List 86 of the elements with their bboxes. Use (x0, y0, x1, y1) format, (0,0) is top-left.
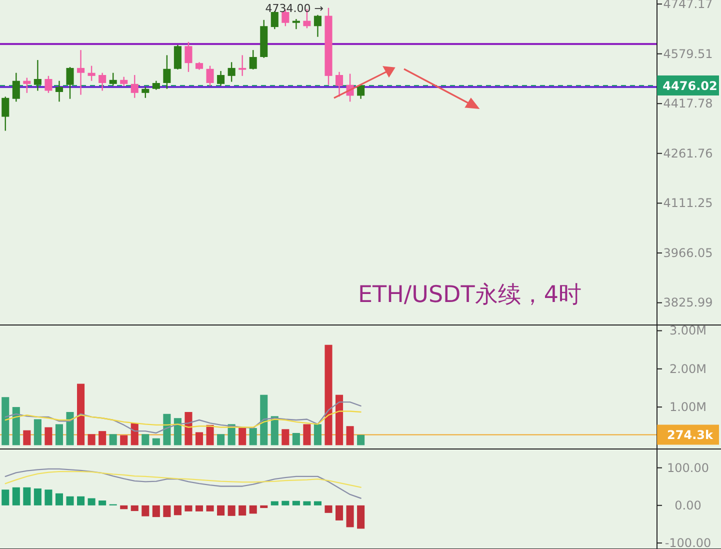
bar (130, 423, 138, 446)
y-tick-label: 4261.76 (663, 146, 713, 160)
y-tick-label: 4579.51 (663, 46, 713, 61)
bar (184, 505, 192, 512)
bar (120, 435, 128, 446)
bar (152, 505, 160, 518)
line-series (4, 401, 362, 434)
bar (195, 432, 204, 446)
bar (2, 490, 10, 506)
bar (12, 487, 20, 506)
bar (314, 501, 322, 506)
bar (270, 416, 278, 446)
bar (249, 505, 257, 514)
bar (292, 500, 300, 506)
bar (346, 505, 354, 528)
bar (109, 434, 117, 446)
bar (228, 505, 236, 516)
bar (184, 412, 192, 446)
y-tick-label: 4417.78 (663, 96, 713, 111)
bar (217, 434, 225, 446)
bar (174, 505, 182, 516)
bar (130, 505, 138, 512)
bar (66, 412, 74, 446)
bar (142, 434, 150, 446)
bar (77, 384, 85, 446)
bar (314, 424, 322, 446)
bar (23, 487, 31, 506)
bar (282, 429, 290, 446)
bar (206, 505, 214, 512)
bar (238, 427, 246, 446)
bar (270, 501, 278, 506)
y-tick-label: 3825.99 (663, 296, 713, 310)
bar (44, 427, 52, 446)
bar (324, 344, 332, 446)
bar (336, 505, 344, 520)
line-series (4, 410, 362, 428)
bar (217, 505, 225, 516)
bar (2, 397, 10, 446)
y-tick-label: 1.00M (669, 400, 707, 414)
annotation: ETH/USDT永续，4时 (358, 282, 582, 308)
bar (55, 493, 64, 506)
bar (195, 505, 204, 512)
line-series (4, 470, 362, 488)
y-tick-label: 0.00 (674, 498, 702, 512)
bar (44, 490, 52, 506)
bar (163, 414, 171, 446)
bar (292, 432, 300, 446)
bar (88, 498, 96, 506)
y-tick-label: -100.00 (664, 536, 712, 549)
bar (357, 434, 365, 446)
y-tick-label: 3.00M (669, 324, 707, 338)
bar (142, 505, 150, 516)
bar (34, 488, 42, 506)
bar (66, 496, 74, 506)
bar (206, 424, 214, 446)
bar (77, 496, 85, 506)
bar (260, 505, 268, 508)
bar (98, 431, 106, 446)
bar (34, 419, 42, 446)
bar (174, 418, 182, 446)
ref-line-label: 4476.02 (662, 78, 718, 93)
bar (55, 424, 64, 446)
y-tick-label: 4111.25 (663, 196, 713, 210)
bar (336, 394, 344, 446)
bar (163, 505, 171, 518)
line-series (4, 468, 362, 499)
bar (23, 430, 31, 446)
bar (346, 426, 354, 446)
bar (88, 434, 96, 446)
bar (282, 500, 290, 506)
bar (260, 394, 268, 446)
bar (120, 505, 128, 510)
bar (303, 424, 311, 446)
bar (303, 501, 311, 506)
annotation: 4734.00 → (265, 2, 324, 15)
y-tick-label: 3966.05 (663, 246, 713, 260)
bar (98, 500, 106, 506)
bar (12, 407, 20, 446)
bar (152, 438, 160, 446)
y-tick-label: 2.00M (669, 362, 707, 376)
y-tick-label: 100.00 (667, 460, 709, 475)
bar (249, 428, 257, 446)
bar (238, 505, 246, 516)
bar (357, 505, 365, 529)
ref-line-label: 274.3k (667, 428, 714, 442)
bar (324, 505, 332, 513)
